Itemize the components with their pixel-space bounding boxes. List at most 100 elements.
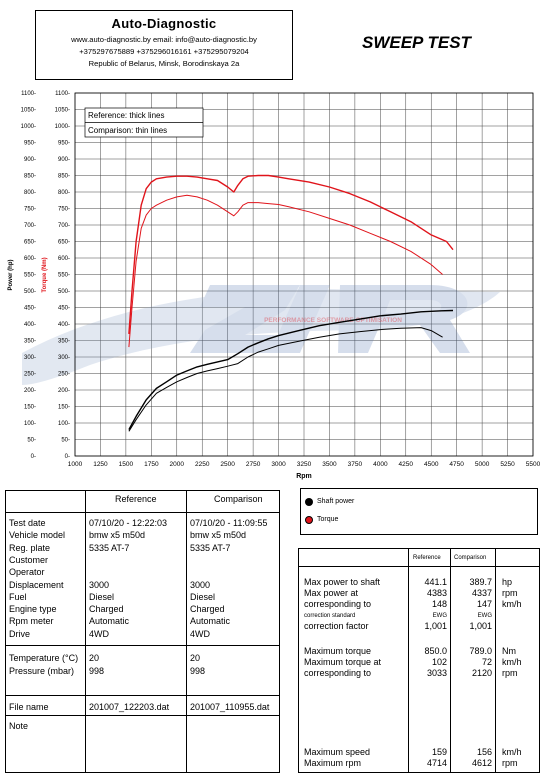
result-label: correction standard — [304, 613, 356, 619]
result-label: corresponding to — [304, 599, 372, 609]
x-axis-label: Rpm — [296, 473, 312, 480]
result-unit: km/h — [502, 747, 522, 757]
y-tick-label-power: 550- — [24, 273, 36, 279]
temperature-cmp: 20 — [190, 653, 201, 663]
y-tick-label-power: 1000- — [21, 124, 36, 130]
y-tick-label-power: 500- — [24, 289, 36, 295]
chart-series — [128, 174, 454, 432]
result-ref: 3033 — [426, 668, 447, 678]
y-tick-label-torque: 600- — [58, 256, 70, 262]
y-tick-label-torque: 450- — [58, 306, 70, 312]
x-tick-label: 5250 — [500, 461, 515, 468]
y-tick-label-power: 300- — [24, 355, 36, 361]
shaft-power-reference-line — [128, 309, 454, 430]
y-tick-label-power: 450- — [24, 306, 36, 312]
info-ref: 3000 — [89, 579, 110, 590]
watermark-text: PERFORMANCE SOFTWARE OPTIMISATION — [264, 317, 402, 324]
x-tick-label: 4750 — [449, 461, 464, 468]
shaft-power-comparison-line — [128, 327, 443, 432]
company-name: Auto-Diagnostic — [111, 16, 217, 31]
result-unit: rpm — [502, 758, 518, 768]
result-label: Maximum torque at — [304, 657, 382, 667]
result-ref: 1,001 — [424, 621, 447, 631]
y-tick-label-power: 0- — [31, 454, 36, 460]
y-tick-label-power: 250- — [24, 372, 36, 378]
result-cmp: 4337 — [471, 588, 492, 598]
y-tick-label-power: 650- — [24, 240, 36, 246]
torque-reference-line — [128, 174, 454, 334]
result-unit: km/h — [502, 599, 522, 609]
y-tick-label-torque: 650- — [58, 240, 70, 246]
x-tick-label: 1750 — [144, 461, 159, 468]
y-tick-label-torque: 1100- — [55, 91, 70, 97]
result-label: Maximum speed — [304, 747, 371, 757]
pressure-cmp: 998 — [190, 666, 206, 676]
result-cmp: 789.0 — [469, 646, 492, 656]
temperature-ref: 20 — [89, 653, 100, 663]
y-tick-label-torque: 100- — [58, 421, 70, 427]
y-axis-label-torque: Torque (Nm) — [42, 257, 48, 292]
info-label: Customer — [9, 554, 49, 565]
y-tick-label-torque: 550- — [58, 273, 70, 279]
result-cmp: 389.7 — [469, 577, 492, 587]
y-tick-label-torque: 0- — [65, 454, 70, 460]
info-ref: 5335 AT-7 — [89, 542, 130, 553]
y-tick-label-torque: 750- — [58, 207, 70, 213]
legend-reference-note: Reference: thick lines — [88, 111, 164, 120]
x-tick-label: 2000 — [170, 461, 185, 468]
result-ref: 102 — [431, 657, 447, 667]
result-unit: Nm — [502, 646, 516, 656]
series-legend: Shaft power Torque — [300, 488, 538, 535]
result-cmp: 72 — [481, 657, 492, 667]
y-tick-label-torque: 900- — [58, 157, 70, 163]
results-col-reference: Reference — [413, 555, 441, 561]
result-ref: 4383 — [426, 588, 447, 598]
y-tick-label-power: 1050- — [21, 108, 36, 114]
pressure-ref: 998 — [89, 666, 105, 676]
result-cmp: EWG — [477, 613, 492, 619]
note-label: Note — [9, 721, 29, 731]
x-tick-label: 4000 — [373, 461, 388, 468]
info-label: Operator — [9, 567, 45, 578]
y-tick-label-torque: 150- — [58, 405, 70, 411]
torque-marker — [305, 516, 313, 524]
result-ref: 148 — [431, 599, 447, 609]
x-tick-label: 5000 — [475, 461, 490, 468]
pressure-label: Pressure (mbar) — [9, 666, 75, 676]
legend-shaft-power: Shaft power — [317, 498, 355, 505]
info-label: Test date — [9, 518, 46, 528]
result-label: corresponding to — [304, 668, 372, 678]
info-label: Drive — [9, 628, 31, 639]
y-tick-label-power: 1100- — [21, 91, 36, 97]
result-ref: 441.1 — [424, 577, 447, 587]
y-tick-label-torque: 200- — [58, 388, 70, 394]
x-tick-label: 1500 — [119, 461, 134, 468]
results-col-comparison: Comparison — [454, 555, 487, 561]
result-unit: km/h — [502, 657, 522, 667]
temperature-label: Temperature (°C) — [9, 653, 79, 663]
y-tick-label-power: 950- — [24, 141, 36, 147]
chart-axes: 1000 1250 1500 1750 2000 2250 2500 2750 3000 3250… — [8, 91, 541, 480]
info-cmp: Charged — [190, 604, 225, 615]
company-contact-phones: +375297675889 +375296016161 +37529507920… — [79, 47, 249, 56]
x-tick-label: 1000 — [68, 461, 83, 468]
torque-comparison-line — [128, 194, 443, 348]
y-tick-label-power: 400- — [24, 322, 36, 328]
y-tick-label-torque: 300- — [58, 355, 70, 361]
info-label: Fuel — [9, 591, 27, 602]
x-tick-label: 2250 — [195, 461, 210, 468]
info-label: Reg. plate — [9, 542, 51, 553]
results-table — [298, 548, 540, 773]
y-tick-label-power: 700- — [24, 223, 36, 229]
result-ref: EWG — [432, 613, 447, 619]
y-tick-label-torque: 800- — [58, 190, 70, 196]
chart-legend-box: Reference: thick lines Comparison: thin … — [84, 107, 204, 138]
y-tick-label-torque: 50- — [61, 438, 70, 444]
file-name-cmp: 201007_110955.dat — [190, 702, 270, 712]
info-ref: Diesel — [89, 591, 115, 602]
y-tick-label-power: 150- — [24, 405, 36, 411]
info-ref: Automatic — [89, 616, 130, 627]
info-ref: 4WD — [89, 628, 109, 639]
legend-comparison-note: Comparison: thin lines — [88, 126, 167, 135]
x-tick-label: 3000 — [271, 461, 286, 468]
